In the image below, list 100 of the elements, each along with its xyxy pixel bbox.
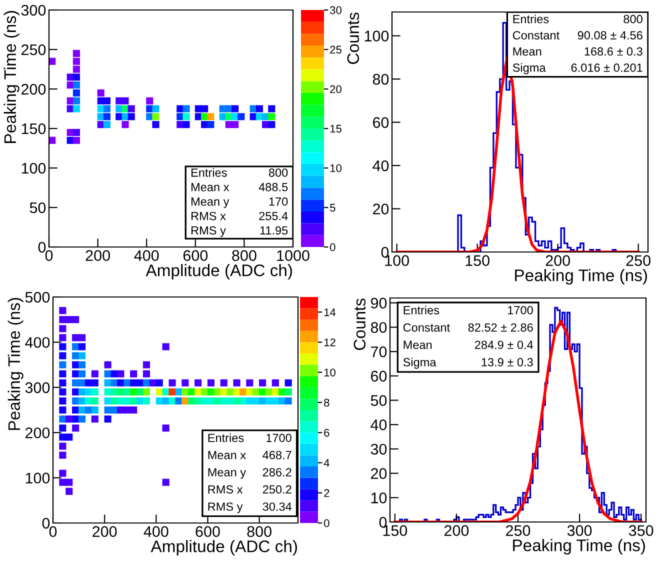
color-bar-label: 12 <box>324 338 336 346</box>
x-tick-label: 600 <box>196 526 220 537</box>
color-bar-label: 30 <box>330 6 342 14</box>
y-tick-label: 60 <box>371 370 387 382</box>
x-tick-label: 150 <box>466 255 490 266</box>
annotation: Constant <box>512 31 560 40</box>
annotation: Entries <box>404 306 440 314</box>
annotation: 90.08 ± 4.56 <box>578 31 642 40</box>
annotation: 1700 <box>508 306 533 314</box>
annotation: 488.5 <box>258 182 288 192</box>
y-tick-label: 80 <box>370 322 387 333</box>
annotation: 13.9 ± 0.3 <box>482 358 533 366</box>
x-axis-title: Peaking Time (ns) <box>513 539 645 555</box>
annotation: Mean <box>513 47 542 56</box>
y-tick-label: 500 <box>25 292 50 303</box>
y-tick-label: 100 <box>26 472 50 484</box>
color-bar-label: 2 <box>324 489 330 497</box>
color-bar-label: 15 <box>330 124 342 133</box>
y-tick-label: 10 <box>371 492 387 504</box>
color-bar-label: 25 <box>330 46 342 54</box>
annotation: 250.2 <box>262 485 292 494</box>
y-tick-label: 50 <box>370 395 387 406</box>
color-bar-label: 10 <box>330 164 342 172</box>
annotation: 11.95 <box>260 226 288 235</box>
annotation: Entries <box>208 433 244 442</box>
annotation: 800 <box>624 14 642 24</box>
x-tick-label: 200 <box>86 250 110 261</box>
annotation: RMS x <box>191 212 226 220</box>
y-axis-title: Counts <box>354 298 366 350</box>
y-tick-label: 0 <box>42 518 50 529</box>
annotation: 168.6 ± 0.3 <box>584 47 642 56</box>
color-bar-label: 4 <box>324 459 330 467</box>
x-tick-label: 250 <box>626 255 650 266</box>
annotation: Mean x <box>208 451 246 460</box>
color-bar-label: 0 <box>330 243 336 252</box>
annotation: 468.7 <box>262 450 292 460</box>
annotation: Sigma <box>512 63 546 74</box>
annotation: 30.34 <box>262 502 292 511</box>
y-tick-label: 300 <box>25 382 50 394</box>
x-axis-title: Amplitude (ADC ch) <box>146 264 292 280</box>
y-tick-label: 20 <box>373 204 389 214</box>
annotation: 1700 <box>266 434 292 442</box>
y-tick-label: 150 <box>22 123 46 134</box>
y-axis-title: Counts <box>347 12 360 64</box>
y-tick-label: 100 <box>22 162 46 174</box>
annotation: RMS y <box>208 502 243 514</box>
color-bar-label: 0 <box>324 519 330 528</box>
color-bar-label: 6 <box>324 428 330 437</box>
annotation: Mean <box>404 340 432 350</box>
y-axis-title: Peaking Time (ns) <box>8 298 24 430</box>
y-axis-title: Peaking Time (ns) <box>4 11 20 143</box>
x-tick-label: 250 <box>506 525 530 536</box>
annotation: Entries <box>513 14 549 24</box>
y-tick-label: 20 <box>371 468 387 479</box>
y-tick-label: 50 <box>30 202 46 214</box>
annotation: Sigma <box>403 358 436 369</box>
annotation: 255.4 <box>259 212 288 220</box>
x-tick-label: 400 <box>144 526 168 537</box>
x-tick-label: 300 <box>567 525 592 536</box>
annotation: RMS y <box>191 226 226 237</box>
annotation: Entries <box>191 168 227 177</box>
annotation: Mean x <box>191 183 230 192</box>
y-tick-label: 30 <box>370 444 387 455</box>
annotation: 800 <box>268 168 288 177</box>
y-tick-label: 200 <box>22 84 46 95</box>
y-tick-label: 40 <box>372 160 389 172</box>
color-bar-label: 20 <box>330 85 342 94</box>
x-tick-label: 0 <box>49 526 57 537</box>
annotation: 284.9 ± 0.4 <box>474 340 534 350</box>
annotation: Mean y <box>208 468 246 479</box>
annotation: Constant <box>403 323 450 332</box>
color-bar-label: 8 <box>324 398 330 407</box>
x-tick-label: 1000 <box>277 250 310 261</box>
y-tick-label: 200 <box>26 427 50 438</box>
y-tick-label: 100 <box>364 30 389 42</box>
x-tick-label: 200 <box>92 526 117 537</box>
y-tick-label: 40 <box>370 419 387 430</box>
x-tick-label: 350 <box>628 525 654 536</box>
annotation: 286.2 <box>262 468 292 476</box>
annotation: 170 <box>269 197 288 206</box>
annotation: Mean y <box>191 197 230 208</box>
y-tick-label: 400 <box>25 337 50 348</box>
x-tick-label: 200 <box>444 525 469 536</box>
x-tick-label: 800 <box>247 526 272 537</box>
color-bar-label: 10 <box>324 368 336 376</box>
annotation: 6.016 ± 0.201 <box>571 64 642 72</box>
y-tick-label: 70 <box>371 346 387 358</box>
y-tick-label: 80 <box>372 74 389 85</box>
x-tick-label: 600 <box>183 250 208 261</box>
x-tick-label: 200 <box>546 255 570 266</box>
y-tick-label: 60 <box>373 117 389 128</box>
x-tick-label: 800 <box>232 250 256 261</box>
y-tick-label: 250 <box>22 44 46 56</box>
y-tick-label: 300 <box>21 4 46 16</box>
x-tick-label: 400 <box>134 250 159 261</box>
color-bar-label: 5 <box>330 204 336 212</box>
annotation: RMS x <box>208 485 243 494</box>
y-tick-label: 90 <box>370 298 387 309</box>
color-bar-label: 14 <box>324 308 336 316</box>
x-axis-title: Amplitude (ADC ch) <box>150 540 297 556</box>
